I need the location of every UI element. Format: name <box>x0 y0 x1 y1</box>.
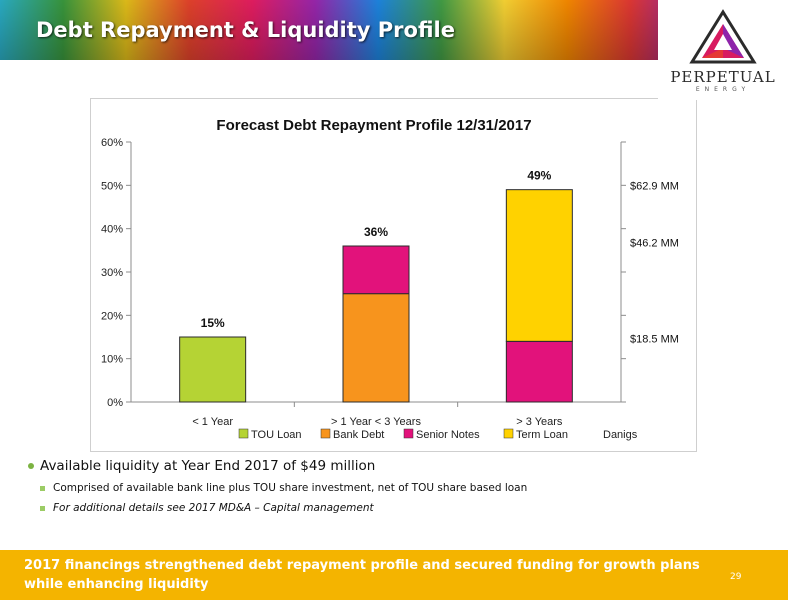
logo-subtitle: ENERGY <box>695 86 751 93</box>
bullet-sub-text: For additional details see 2017 MD&A – C… <box>53 502 374 514</box>
slide-title: Debt Repayment & Liquidity Profile <box>36 18 455 42</box>
y-tick-label: 20% <box>101 310 123 322</box>
bullet-dot-icon <box>28 463 34 469</box>
bullet-sub-text: Comprised of available bank line plus TO… <box>53 482 528 494</box>
category-label: > 3 Years <box>516 416 563 428</box>
secondary-axis-label: $18.5 MM <box>630 333 679 345</box>
bullet-sub: Comprised of available bank line plus TO… <box>40 482 768 494</box>
legend-extra-label: Danigs <box>603 429 638 441</box>
bullet-square-icon <box>40 485 45 491</box>
secondary-axis-label: $62.9 MM <box>630 180 679 192</box>
bullet-main-text: Available liquidity at Year End 2017 of … <box>40 458 376 474</box>
y-tick-label: 10% <box>101 354 123 366</box>
legend-swatch <box>238 428 249 439</box>
bullet-main: Available liquidity at Year End 2017 of … <box>28 458 768 474</box>
company-logo: PERPETUAL ENERGY <box>658 0 788 100</box>
bar-total-label: 15% <box>201 316 225 330</box>
bullet-list: Available liquidity at Year End 2017 of … <box>28 458 768 514</box>
logo-triangle-icon <box>689 9 757 64</box>
legend-swatch <box>503 428 514 439</box>
bullet-square-icon <box>40 505 45 511</box>
legend-label: Senior Notes <box>416 429 480 441</box>
bar-segment <box>342 245 410 295</box>
footer-bar: 2017 financings strengthened debt repaym… <box>0 550 788 600</box>
y-tick-label: 0% <box>107 397 123 409</box>
page-number: 29 <box>730 572 742 582</box>
bar-segment <box>179 336 247 403</box>
header-banner <box>0 0 788 60</box>
bullet-sub: For additional details see 2017 MD&A – C… <box>40 502 768 514</box>
bar-segment <box>342 293 410 403</box>
footer-text: 2017 financings strengthened debt repaym… <box>24 558 700 592</box>
y-tick-label: 40% <box>101 224 123 236</box>
debt-repayment-chart: Forecast Debt Repayment Profile 12/31/20… <box>101 117 679 441</box>
y-tick-label: 30% <box>101 267 123 279</box>
chart-title: Forecast Debt Repayment Profile 12/31/20… <box>216 117 531 134</box>
bar-segment <box>505 340 573 403</box>
legend-label: Term Loan <box>516 429 568 441</box>
chart-frame: Forecast Debt Repayment Profile 12/31/20… <box>90 98 697 452</box>
secondary-axis-label: $46.2 MM <box>630 238 679 250</box>
logo-name: PERPETUAL <box>670 68 776 86</box>
legend-swatch <box>403 428 414 439</box>
category-label: < 1 Year <box>192 416 233 428</box>
legend-swatch <box>320 428 331 439</box>
legend-label: Bank Debt <box>333 429 384 441</box>
y-tick-label: 50% <box>101 180 123 192</box>
category-label: > 1 Year < 3 Years <box>331 416 421 428</box>
y-tick-label: 60% <box>101 137 123 149</box>
bar-segment <box>505 189 573 342</box>
legend-label: TOU Loan <box>251 429 302 441</box>
bar-total-label: 36% <box>364 225 388 239</box>
bar-total-label: 49% <box>527 169 551 183</box>
